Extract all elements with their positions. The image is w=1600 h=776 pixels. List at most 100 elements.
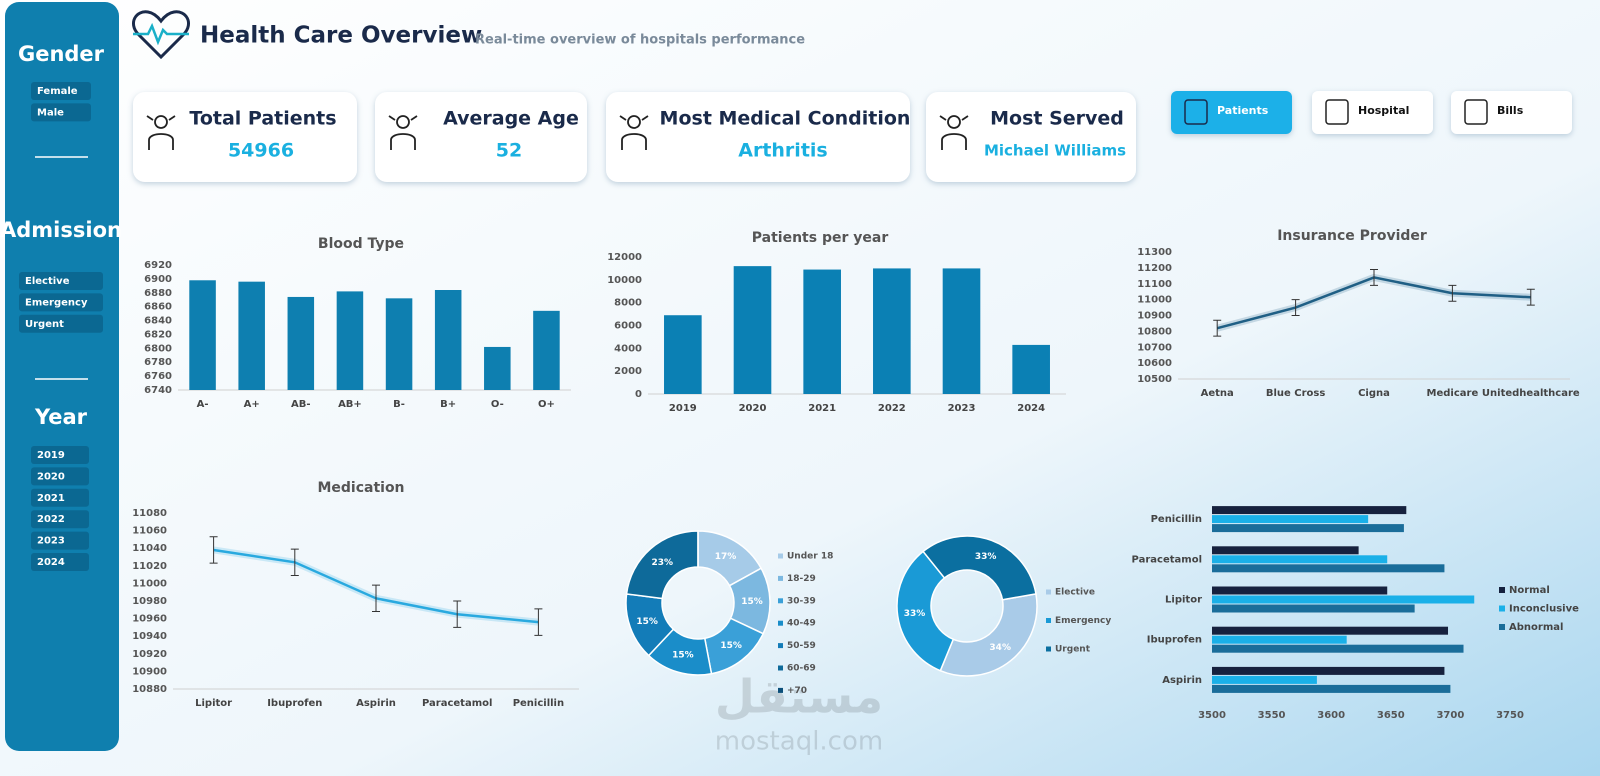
filter-label[interactable]: 2019 (37, 450, 65, 461)
filter-label[interactable]: Emergency (25, 297, 88, 308)
filter-button[interactable] (19, 272, 103, 290)
x-tick-label: AB+ (338, 399, 362, 410)
y-tick-label: 10800 (1137, 326, 1172, 337)
icon-part (947, 115, 961, 129)
x-tick-label: B+ (440, 399, 456, 410)
filter-label[interactable]: 2021 (37, 493, 65, 504)
y-tick-label: 12000 (607, 252, 642, 263)
legend-swatch (778, 620, 783, 626)
x-tick-label: Lipitor (195, 698, 232, 709)
data-label: 15% (636, 617, 658, 627)
y-tick-label: 6740 (144, 385, 172, 396)
x-tick-label: A- (197, 399, 209, 410)
bar (1212, 666, 1445, 675)
y-tick-label: 10960 (132, 614, 167, 625)
y-tick-label: 6780 (144, 357, 172, 368)
kpi-card (926, 92, 1136, 182)
x-tick-label: A+ (244, 399, 260, 410)
filter-button[interactable] (19, 293, 103, 312)
error-bar (534, 608, 543, 636)
x-tick-label: Unitedhealthcare (1482, 388, 1580, 399)
kpi-label: Total Patients (189, 108, 336, 130)
nav-icon (1464, 99, 1488, 125)
kpi-value: Arthritis (738, 140, 827, 162)
x-tick-label: Aetna (1201, 388, 1234, 399)
bar (1212, 524, 1404, 533)
y-tick-label: 11060 (132, 526, 167, 537)
kpi-value: Michael Williams (984, 142, 1126, 160)
kpi-value: 54966 (228, 140, 294, 162)
legend-label: 18-29 (787, 574, 816, 584)
y-tick-label: 6900 (144, 274, 172, 285)
data-label: 15% (672, 650, 694, 660)
y-tick-label: 11020 (132, 561, 167, 572)
error-bar (453, 600, 462, 628)
filter-button[interactable] (31, 510, 89, 529)
bar (733, 266, 772, 394)
nav-label[interactable]: Patients (1217, 104, 1269, 117)
y-tick-label: 6000 (614, 321, 642, 332)
legend-swatch (1046, 589, 1051, 595)
kpi-card (375, 92, 587, 182)
x-tick-label: 3750 (1496, 710, 1524, 721)
icon-part (619, 115, 649, 150)
filter-button[interactable] (31, 553, 89, 571)
y-tick-label: 11200 (1137, 263, 1172, 274)
bar (189, 280, 216, 390)
legend-label: 60-69 (787, 664, 816, 674)
filter-button[interactable] (31, 103, 91, 122)
error-bar (1526, 288, 1535, 306)
bar (803, 269, 841, 394)
legend-label: Under 18 (787, 552, 833, 562)
error-bar (372, 584, 380, 613)
header-icon (132, 10, 190, 60)
bar (1212, 515, 1369, 524)
filter-label[interactable]: 2024 (37, 557, 65, 568)
chart-title: Medication (317, 480, 404, 496)
bar (1012, 344, 1050, 394)
data-label: 33% (975, 552, 997, 562)
filter-label[interactable]: Male (37, 107, 64, 118)
filter-label[interactable]: 2020 (37, 471, 65, 482)
y-tick-label: Lipitor (1165, 595, 1202, 606)
legend-label: Abnormal (1509, 622, 1563, 633)
legend-label: 30-39 (787, 596, 816, 606)
filter-button[interactable] (31, 82, 91, 100)
y-tick-label: 11300 (1137, 247, 1172, 258)
filter-button[interactable] (31, 488, 89, 507)
x-tick-label: O- (491, 399, 504, 410)
legend-swatch (1499, 624, 1505, 630)
filter-title: Gender (18, 42, 105, 66)
filter-label[interactable]: Female (37, 86, 78, 97)
bar (385, 298, 413, 390)
x-tick-label: 2023 (948, 403, 976, 414)
kpi-card (133, 92, 357, 182)
filter-button[interactable] (31, 467, 89, 486)
data-label: 15% (720, 641, 742, 651)
icon-part (627, 115, 641, 129)
kpi-label: Most Served (990, 108, 1124, 130)
filter-button[interactable] (19, 314, 103, 333)
filter-label[interactable]: Urgent (25, 319, 64, 330)
filter-button[interactable] (31, 446, 89, 464)
nav-label[interactable]: Hospital (1358, 104, 1409, 117)
x-tick-label: 3500 (1198, 710, 1226, 721)
filter-button[interactable] (31, 531, 89, 550)
y-tick-label: 10000 (607, 275, 642, 286)
bar (873, 268, 911, 394)
x-tick-label: 3700 (1436, 710, 1464, 721)
icon-part (154, 115, 168, 129)
filter-label[interactable]: 2022 (37, 514, 65, 525)
x-tick-label: Ibuprofen (267, 698, 322, 709)
legend-swatch (778, 665, 783, 671)
filter-label[interactable]: Elective (25, 276, 70, 287)
nav-label[interactable]: Bills (1497, 104, 1524, 117)
legend-label: +70 (787, 686, 807, 696)
watermark: mostaql.com (715, 727, 883, 757)
bar (238, 281, 265, 390)
x-tick-label: 2024 (1017, 403, 1045, 414)
y-tick-label: 11000 (1137, 295, 1172, 306)
filter-label[interactable]: 2023 (37, 536, 65, 547)
data-label: 33% (904, 609, 926, 619)
